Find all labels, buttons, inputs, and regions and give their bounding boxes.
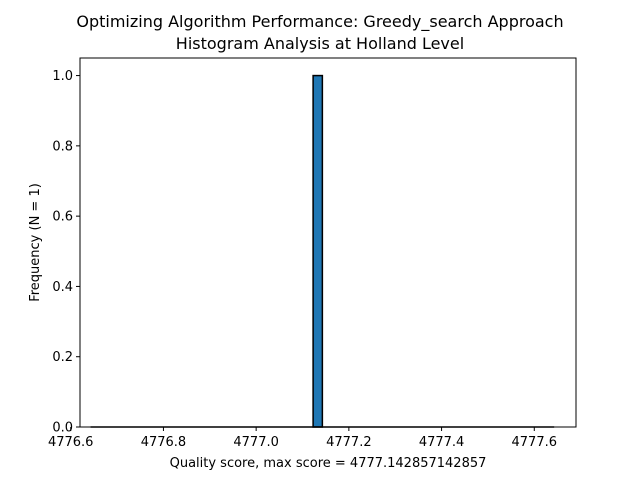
y-ticks: 0.0 0.2 0.4 0.6 0.8 1.0 <box>52 69 80 436</box>
bars-group <box>312 74 324 428</box>
x-tick-label: 4776.8 <box>141 435 187 450</box>
y-tick-label: 0.2 <box>52 350 73 365</box>
x-tick-label: 4777.0 <box>233 435 279 450</box>
x-tick-label: 4777.2 <box>326 435 372 450</box>
histogram-bar <box>312 74 324 428</box>
y-tick-label: 0.0 <box>52 421 73 436</box>
x-tick-label: 4777.6 <box>512 435 558 450</box>
chart-title-line-2: Histogram Analysis at Holland Level <box>175 34 465 53</box>
x-axis-label: Quality score, max score = 4777.14285714… <box>170 456 487 471</box>
x-tick-label: 4776.6 <box>48 435 94 450</box>
x-tick-label: 4777.4 <box>419 435 465 450</box>
chart-title-line-1: Optimizing Algorithm Performance: Greedy… <box>76 12 564 31</box>
y-tick-label: 0.6 <box>52 210 73 225</box>
y-axis-label: Frequency (N = 1) <box>28 183 43 302</box>
y-tick-label: 0.8 <box>52 139 73 154</box>
plot-frame <box>79 57 577 428</box>
y-tick-label: 1.0 <box>52 69 73 84</box>
x-ticks: 4776.6 4776.8 4777.0 4777.2 4777.4 4777.6 <box>48 427 557 450</box>
y-tick-label: 0.4 <box>52 280 73 295</box>
